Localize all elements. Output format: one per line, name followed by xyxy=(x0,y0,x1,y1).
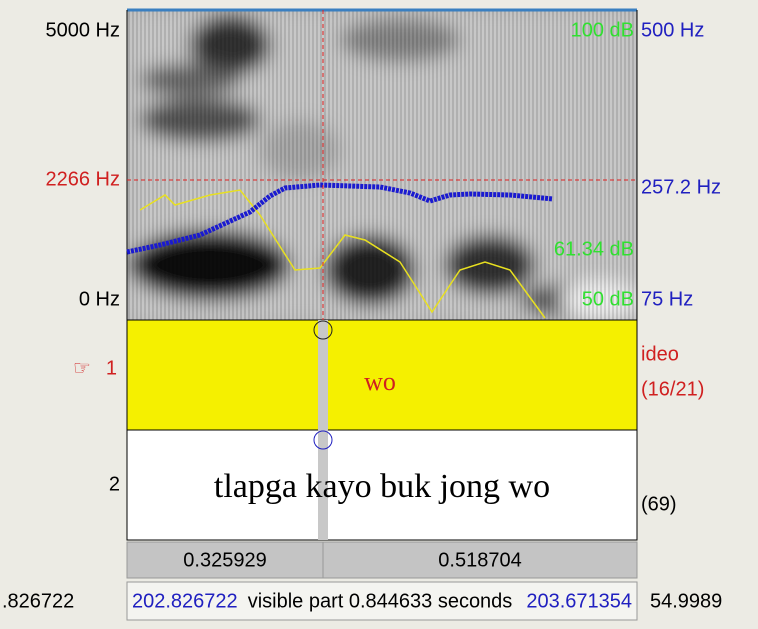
pitch-label: 500 Hz xyxy=(641,19,704,41)
tier-number: 2 xyxy=(109,473,120,495)
status-left: .826722 xyxy=(2,590,74,612)
tier-number: 1 xyxy=(106,357,117,379)
pitch-label: 75 Hz xyxy=(641,288,693,310)
tier-name: ideo xyxy=(641,343,679,365)
status-visible: visible part 0.844633 seconds xyxy=(248,590,513,612)
pitch-label: 257.2 Hz xyxy=(641,176,721,198)
status-right: 54.9989 xyxy=(650,590,722,612)
status-start: 202.826722 xyxy=(132,590,238,612)
tier-count: (16/21) xyxy=(641,378,704,400)
selection-bar xyxy=(318,320,328,540)
interval-text[interactable]: tlapga kayo buk jong wo xyxy=(214,468,550,505)
freq-label: 0 Hz xyxy=(79,288,120,310)
tier-count: (69) xyxy=(641,493,677,515)
page: 5000 Hz 2266 Hz 0 Hz 500 Hz 257.2 Hz 75 … xyxy=(0,0,758,624)
praat-editor: 5000 Hz 2266 Hz 0 Hz 500 Hz 257.2 Hz 75 … xyxy=(0,0,758,624)
db-label: 61.34 dB xyxy=(554,238,634,260)
spectrogram xyxy=(127,10,640,320)
cursor-freq-label: 2266 Hz xyxy=(46,168,121,190)
db-label: 50 dB xyxy=(582,288,634,310)
duration-label: 0.325929 xyxy=(183,549,266,571)
duration-label: 0.518704 xyxy=(438,549,521,571)
freq-label: 5000 Hz xyxy=(46,19,121,41)
db-label: 100 dB xyxy=(571,19,634,41)
status-end: 203.671354 xyxy=(526,590,632,612)
tier-pointer: ☞ xyxy=(73,357,91,379)
interval-text[interactable]: wo xyxy=(364,367,396,396)
